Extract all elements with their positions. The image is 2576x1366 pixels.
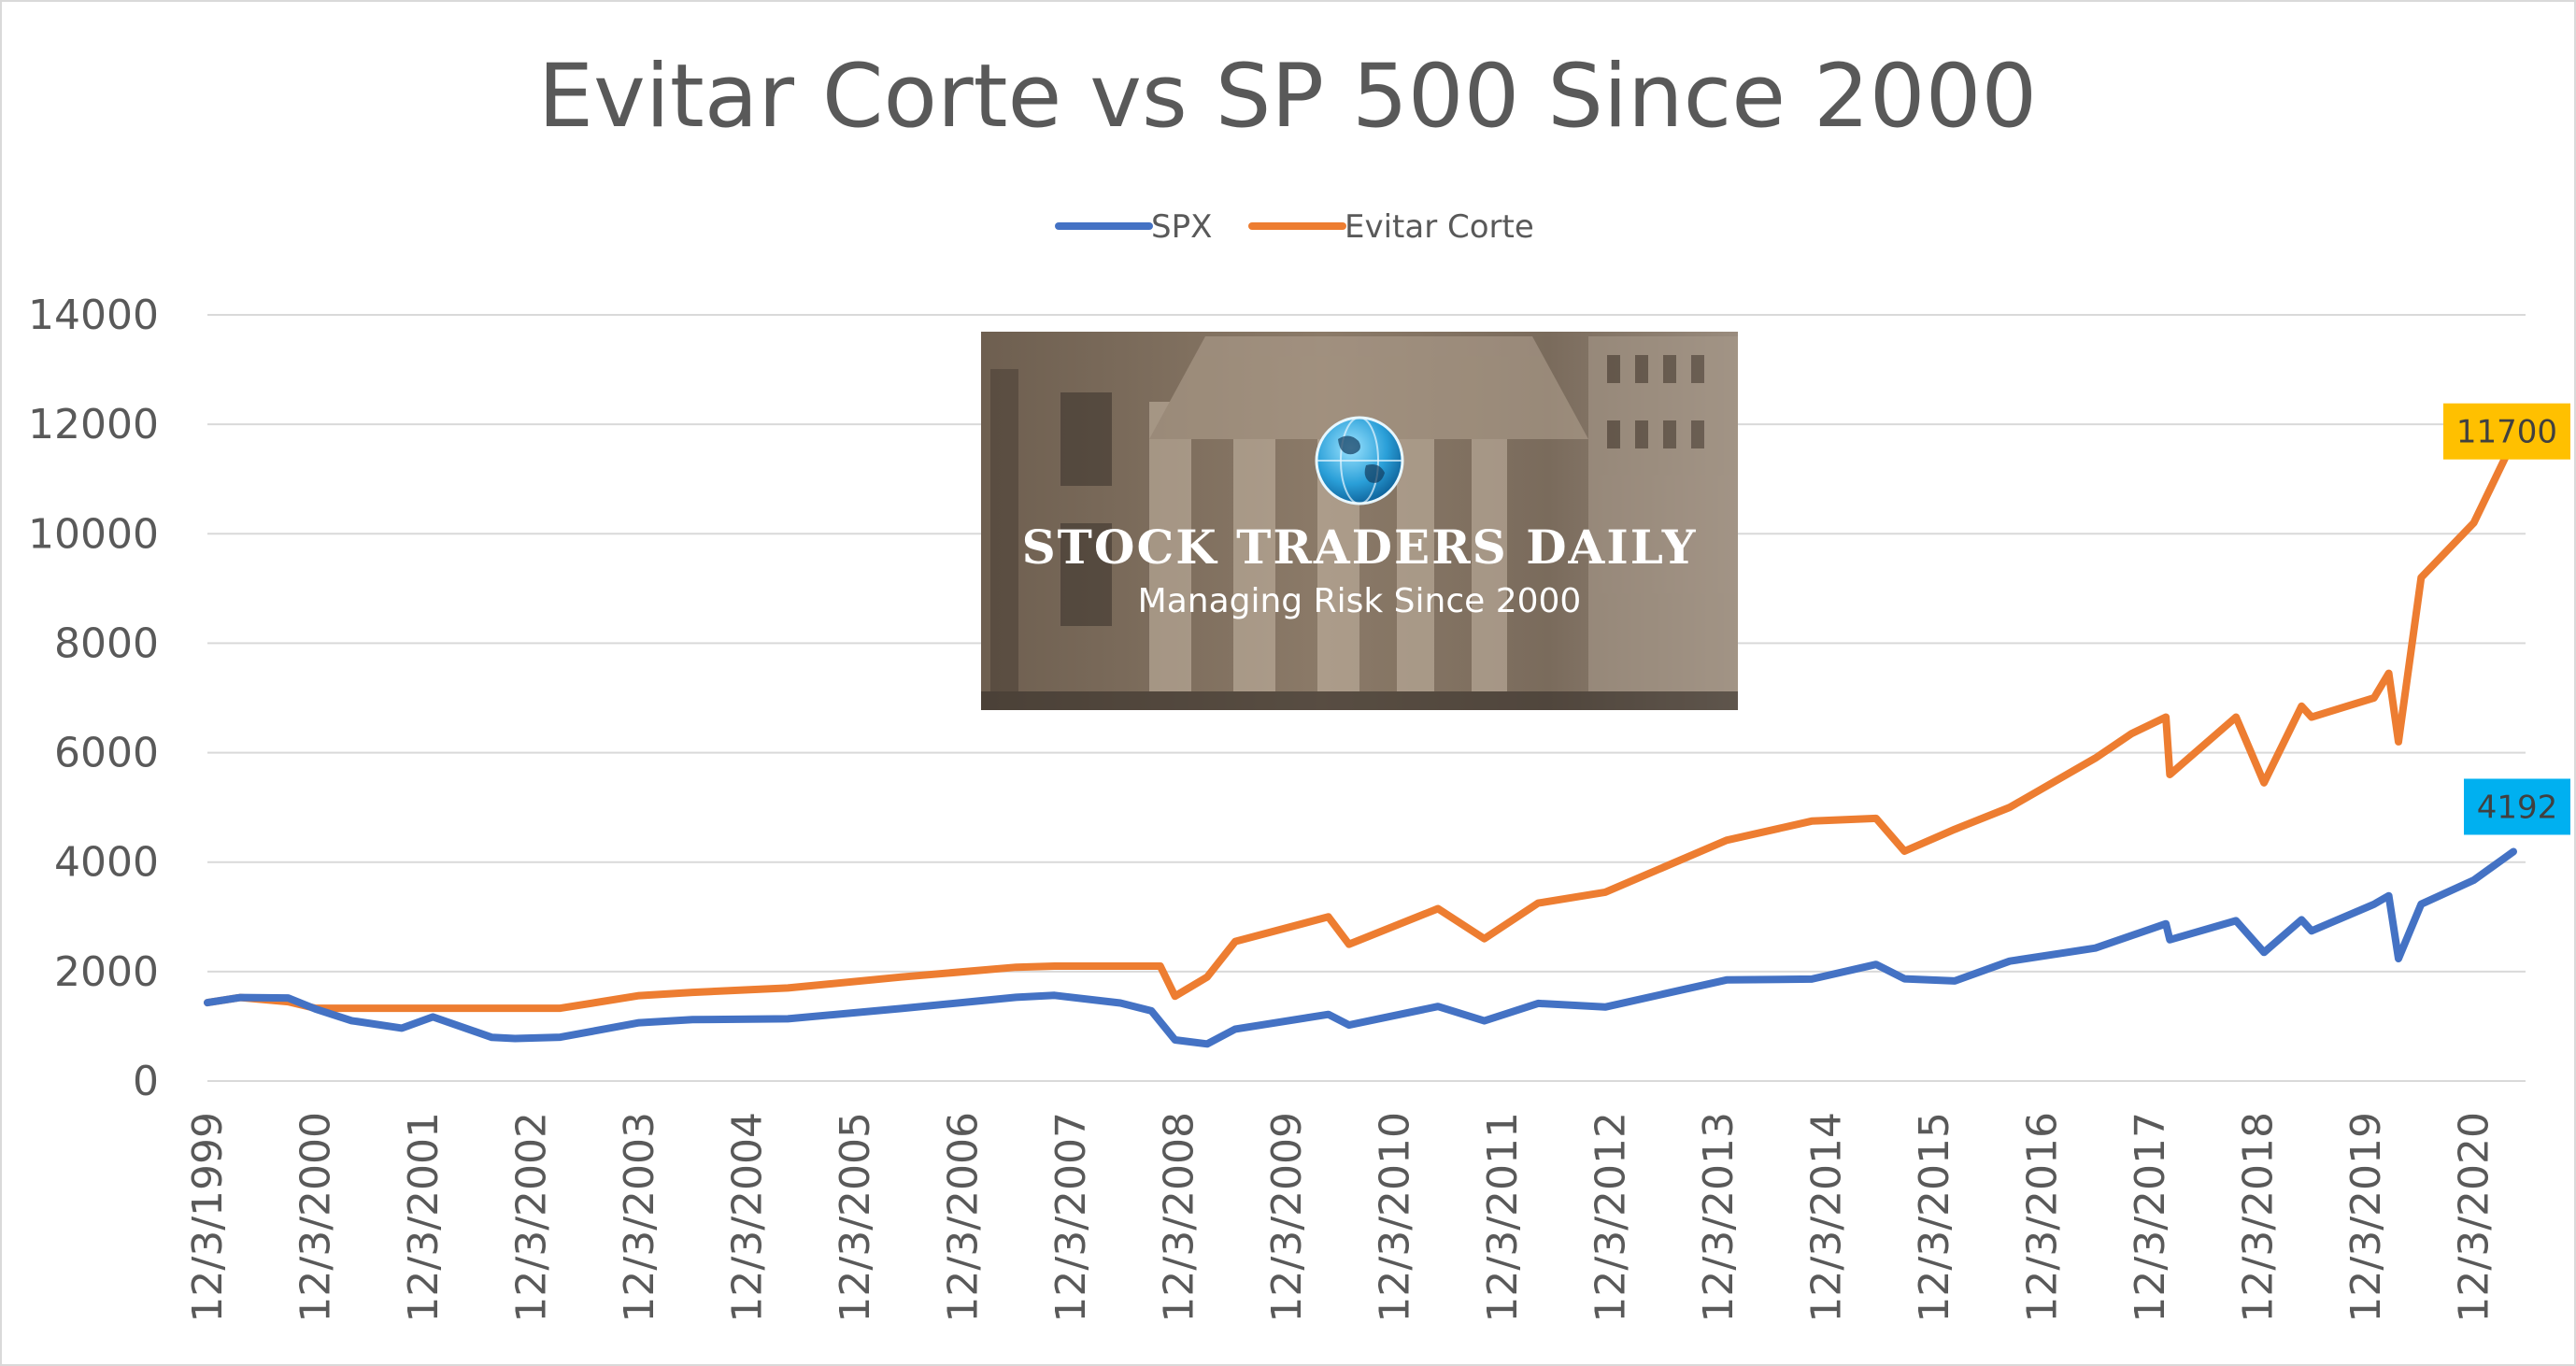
x-tick-label: 12/3/2000 [292, 1112, 340, 1323]
y-tick-label: 10000 [28, 510, 159, 558]
x-tick-label: 12/3/2011 [1479, 1112, 1527, 1323]
stock-traders-daily-banner: STOCK TRADERS DAILY Managing Risk Since … [981, 332, 1738, 710]
x-tick-label: 12/3/2020 [2451, 1112, 2498, 1323]
x-tick-label: 12/3/2010 [1372, 1112, 1419, 1323]
x-tick-label: 12/3/2019 [2342, 1112, 2390, 1323]
globe-icon [1315, 416, 1404, 505]
end-label-text: 11700 [2456, 414, 2557, 451]
x-tick-label: 12/3/2009 [1263, 1112, 1311, 1323]
y-tick-label: 8000 [54, 619, 159, 667]
building-columns-decoration [981, 336, 1738, 710]
gridlines [207, 314, 2526, 1082]
legend: SPX Evitar Corte [1055, 208, 1534, 246]
x-axis-ticks: 12/3/1999 12/3/2000 12/3/2001 12/3/2002 12/3… [184, 1112, 2498, 1323]
y-axis-ticks: 0 2000 4000 6000 8000 10000 12000 14000 [28, 292, 159, 1105]
x-tick-label: 12/3/2008 [1156, 1112, 1203, 1323]
x-tick-label: 12/3/2012 [1587, 1112, 1635, 1323]
end-label-text: 4192 [2477, 789, 2558, 826]
x-tick-label: 12/3/2014 [1803, 1112, 1851, 1323]
x-tick-label: 12/3/2006 [940, 1112, 988, 1323]
y-tick-label: 2000 [54, 948, 159, 996]
x-tick-label: 12/3/2016 [2019, 1112, 2067, 1323]
x-tick-label: 12/3/2018 [2234, 1112, 2282, 1323]
legend-label: SPX [1151, 208, 1212, 246]
series-line [204, 847, 2517, 1048]
end-label-box [2443, 403, 2570, 460]
x-tick-label: 12/3/2015 [1911, 1112, 1958, 1323]
series-lines [204, 436, 2517, 1048]
y-tick-label: 6000 [54, 730, 159, 777]
banner-subtitle: Managing Risk Since 2000 [1138, 582, 1582, 620]
x-tick-label: 12/3/2007 [1047, 1112, 1095, 1323]
x-tick-label: 12/3/2004 [724, 1112, 772, 1323]
x-tick-label: 12/3/1999 [184, 1112, 232, 1323]
chart-title: Evitar Corte vs SP 500 Since 2000 [538, 46, 2037, 148]
y-tick-label: 4000 [54, 839, 159, 887]
legend-label: Evitar Corte [1345, 208, 1534, 246]
end-label-box [2464, 778, 2570, 835]
x-tick-label: 12/3/2005 [832, 1112, 879, 1323]
x-tick-label: 12/3/2013 [1695, 1112, 1743, 1323]
x-tick-label: 12/3/2001 [400, 1112, 448, 1323]
series-line [204, 436, 2517, 1013]
y-tick-label: 14000 [28, 292, 159, 339]
y-tick-label: 0 [133, 1058, 159, 1105]
x-tick-label: 12/3/2017 [2127, 1112, 2174, 1323]
end-labels: 11700 4192 [2443, 403, 2570, 835]
x-tick-label: 12/3/2003 [616, 1112, 663, 1323]
x-tick-label: 12/3/2002 [508, 1112, 556, 1323]
y-tick-label: 12000 [28, 401, 159, 448]
banner-title: STOCK TRADERS DAILY [1022, 519, 1698, 575]
